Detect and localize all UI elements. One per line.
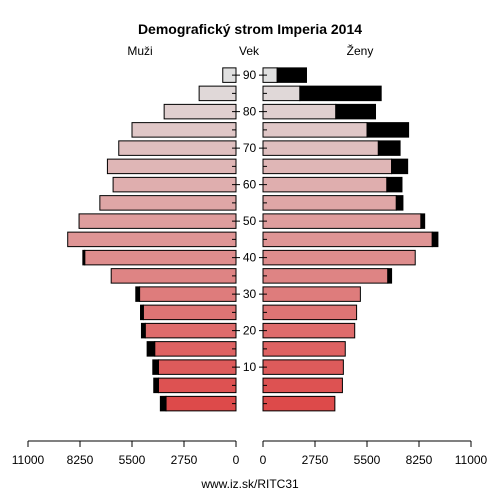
age-tick-label: 30: [243, 287, 257, 301]
men-bar-55-59: [99, 195, 237, 211]
x-tick-label-left: 2750: [171, 453, 198, 467]
men-excess-5-9: [153, 377, 159, 394]
women-excess-35-39: [387, 268, 393, 284]
x-tick-label-right: 8250: [406, 453, 433, 467]
x-tick-label-right: 0: [260, 453, 267, 467]
age-tick-label: 80: [243, 105, 257, 119]
men-bar-10-14: [157, 359, 237, 375]
women-bar-35-39: [262, 268, 389, 284]
men-bar-5-9: [157, 377, 237, 394]
women-bar-85-89: [262, 85, 301, 102]
source-label: www.iz.sk/RITC31: [200, 477, 299, 491]
men-bar-0-4: [165, 395, 237, 412]
men-bar-75-79: [131, 122, 237, 138]
chart-title: Demografický strom Imperia 2014: [138, 21, 362, 37]
women-bar-60-64: [262, 176, 388, 193]
men-bar-80-84: [163, 103, 237, 120]
men-bar-15-19: [154, 341, 237, 357]
women-bar-5-9: [262, 377, 343, 394]
men-bars: [67, 67, 237, 412]
men-excess-10-14: [152, 359, 159, 375]
men-bar-60-64: [112, 176, 237, 193]
men-label: Muži: [127, 44, 152, 58]
women-excess-65-69: [391, 158, 409, 175]
x-tick-label-right: 11000: [455, 453, 488, 467]
women-bars: [262, 67, 439, 412]
women-bar-15-19: [262, 341, 346, 357]
men-bar-30-34: [139, 286, 237, 302]
women-bar-80-84: [262, 103, 337, 120]
women-bar-10-14: [262, 359, 344, 375]
men-bar-40-44: [84, 249, 237, 266]
age-tick-label: 90: [243, 68, 257, 82]
women-excess-85-89: [299, 85, 382, 102]
women-bar-70-74: [262, 140, 379, 156]
x-tick-label-left: 5500: [119, 453, 146, 467]
men-bar-45-49: [67, 231, 237, 248]
women-excess-50-54: [420, 213, 426, 229]
x-tick-label-right: 2750: [302, 453, 329, 467]
age-axis-label: Vek: [239, 44, 260, 58]
women-label: Ženy: [347, 43, 374, 58]
women-excess-90+: [276, 67, 307, 83]
x-tick-label-left: 0: [233, 453, 240, 467]
women-excess-55-59: [395, 195, 404, 211]
men-excess-40-44: [82, 249, 86, 266]
women-bar-30-34: [262, 286, 361, 302]
men-bar-65-69: [106, 158, 237, 175]
age-tick-label: 70: [243, 141, 257, 155]
women-bar-50-54: [262, 213, 422, 229]
women-excess-75-79: [366, 122, 410, 138]
age-tick-label: 40: [243, 251, 257, 265]
men-bar-85-89: [198, 85, 237, 102]
women-excess-80-84: [335, 103, 377, 120]
men-bar-25-29: [142, 304, 237, 321]
age-tick-label: 10: [243, 360, 257, 374]
men-bar-20-24: [144, 322, 237, 339]
men-excess-20-24: [140, 322, 146, 339]
age-axis: 10 20 30 40 50 60 70 80 90: [232, 68, 267, 405]
men-bar-50-54: [78, 213, 237, 229]
x-tick-label-left: 11000: [12, 453, 45, 467]
women-bar-75-79: [262, 122, 368, 138]
women-bar-25-29: [262, 304, 358, 321]
x-tick-label-left: 8250: [67, 453, 94, 467]
men-excess-0-4: [159, 395, 167, 412]
x-tick-label-right: 5500: [354, 453, 381, 467]
men-bar-35-39: [110, 268, 237, 284]
women-excess-45-49: [431, 231, 439, 248]
women-bar-0-4: [262, 395, 336, 412]
men-excess-30-34: [135, 286, 141, 302]
x-axis: 11000 0 8250 2750 5500 5500 2750 8250 0 11000: [12, 440, 488, 467]
women-bar-40-44: [262, 249, 416, 266]
women-excess-60-64: [386, 176, 403, 193]
women-bar-45-49: [262, 231, 433, 248]
age-tick-label: 50: [243, 214, 257, 228]
women-bar-20-24: [262, 322, 356, 339]
age-tick-label: 20: [243, 324, 257, 338]
women-excess-70-74: [377, 140, 401, 156]
men-excess-25-29: [140, 304, 144, 321]
women-bar-55-59: [262, 195, 397, 211]
men-bar-70-74: [118, 140, 237, 156]
age-tick-label: 60: [243, 178, 257, 192]
women-bar-65-69: [262, 158, 393, 175]
men-excess-15-19: [146, 341, 156, 357]
